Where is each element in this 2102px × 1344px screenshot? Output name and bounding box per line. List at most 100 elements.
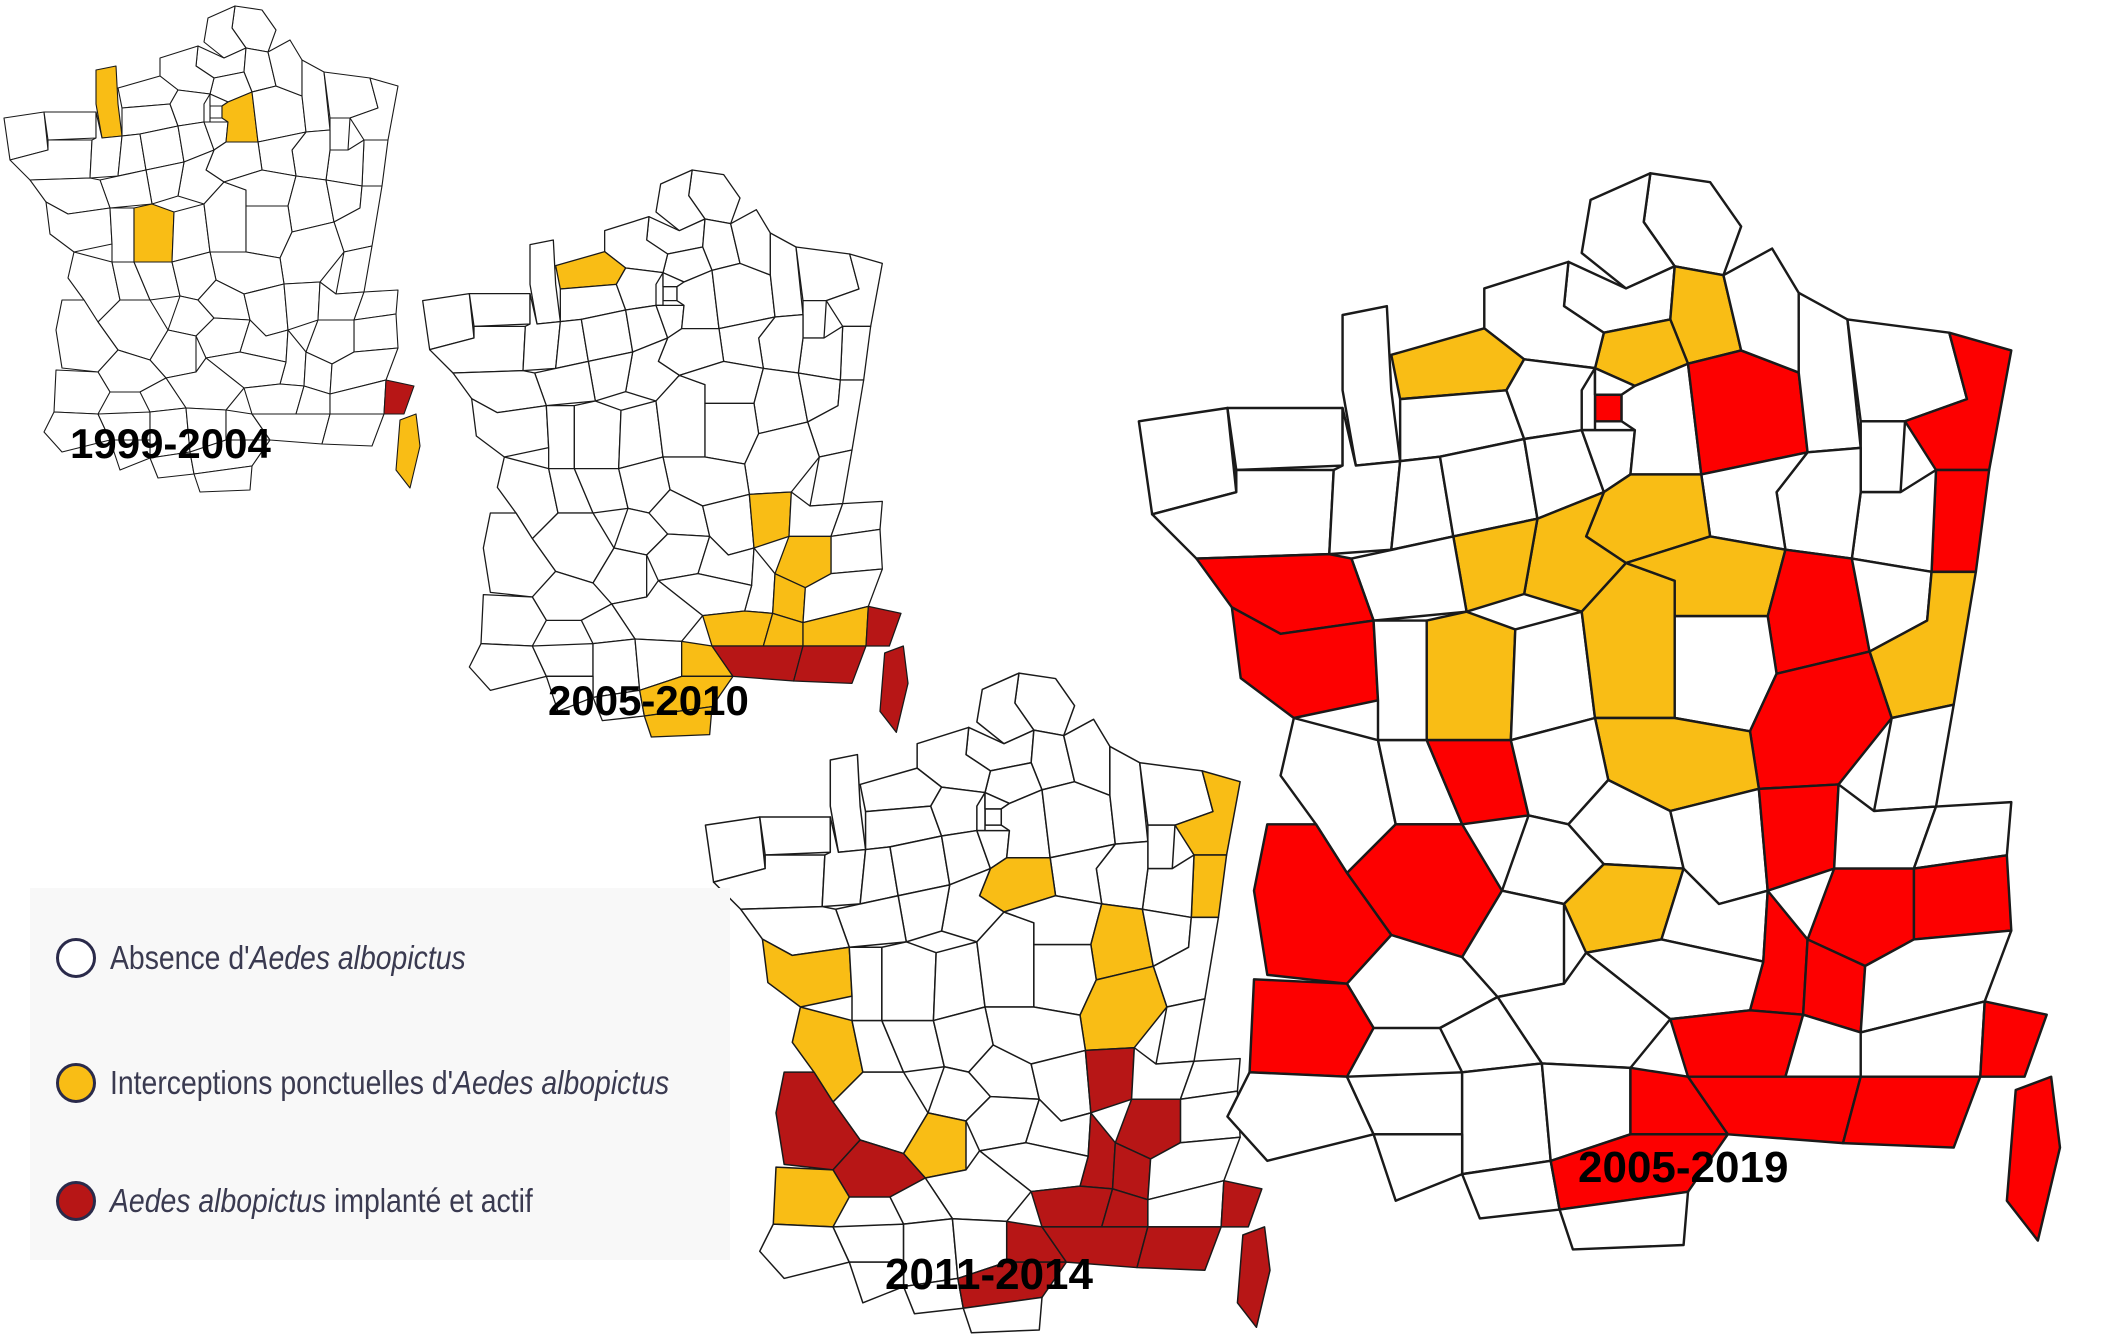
department-ille-et-vilaine (1328, 406, 1402, 556)
department-pyrenees-orientales (1558, 1190, 1690, 1251)
period-label-2011-2014: 2011-2014 (885, 1250, 1093, 1299)
period-label-2005-2010: 2005-2010 (548, 677, 749, 724)
map-svg-1999-2004 (3, 5, 421, 493)
department-deux-sevres (109, 207, 135, 263)
department-loire-atlantique (739, 905, 851, 957)
map-2005-2019 (1130, 160, 2062, 1267)
department-deux-sevres (545, 405, 575, 470)
department-paris (662, 286, 678, 302)
department-ille-et-vilaine (89, 111, 123, 179)
department-cotes-d-armor (1226, 406, 1344, 472)
department-pyrenees-atlantiques (468, 643, 547, 691)
department-landes (772, 1166, 851, 1228)
legend-label-interception: Interceptions ponctuelles d'Aedes albopi… (110, 1064, 670, 1101)
map-svg-2005-2019 (1137, 172, 2062, 1251)
department-aude (639, 675, 734, 717)
department-vienne (573, 400, 622, 470)
department-haut-rhin (839, 325, 872, 381)
department-indre-et-loire (1452, 517, 1539, 613)
map-2011-2014 (700, 665, 1271, 1344)
legend-item-implanted: Aedes albopictus implanté et actif (56, 1173, 602, 1229)
department-corse (2005, 1075, 2062, 1242)
department-gard (1669, 1009, 1805, 1078)
department-paris (1593, 393, 1623, 423)
department-alpes-maritimes (383, 379, 415, 415)
department-gard (243, 383, 305, 415)
period-label-1999-2004: 1999-2004 (70, 420, 271, 467)
legend-swatch-interception (56, 1063, 96, 1103)
department-aude (189, 439, 271, 475)
department-aude (1549, 1133, 1730, 1211)
department-pyrenees-orientales (643, 706, 713, 738)
department-var (1136, 1226, 1222, 1272)
department-pyrenees-orientales (962, 1296, 1043, 1334)
department-alpes-maritimes (1979, 1000, 2048, 1078)
department-indre-et-loire (897, 884, 951, 943)
department-corse (879, 645, 909, 733)
department-aude (957, 1261, 1068, 1310)
department-hautes-pyrenees (1372, 1133, 1464, 1202)
department-var (321, 413, 385, 447)
department-var (1841, 1075, 1982, 1149)
department-vienne (133, 203, 175, 263)
legend: Absence d'Aedes albopictus Interceptions… (30, 888, 730, 1260)
department-pyrenees-atlantiques (43, 411, 111, 453)
legend-item-interception: Interceptions ponctuelles d'Aedes albopi… (56, 1055, 760, 1111)
department-indre-et-loire (587, 351, 634, 402)
department-cotes-d-armor (43, 111, 97, 141)
department-landes (53, 369, 111, 415)
department-rhone (283, 281, 321, 331)
department-loire-atlantique (29, 177, 111, 215)
department-meurthe-et-moselle (329, 117, 351, 151)
department-pyrenees-orientales (193, 465, 253, 493)
department-alpes-maritimes (1220, 1179, 1263, 1228)
department-pyrenees-atlantiques (1226, 1071, 1375, 1163)
department-haut-rhin (1930, 468, 1991, 574)
department-pyrenees-atlantiques (758, 1223, 851, 1280)
department-loire-atlantique (1195, 552, 1375, 636)
legend-label-absence: Absence d'Aedes albopictus (110, 939, 466, 976)
department-alpes-maritimes (865, 605, 902, 647)
department-haute-garonne (1460, 1062, 1552, 1176)
department-deux-sevres (848, 946, 883, 1022)
department-cotes-d-armor (758, 816, 832, 856)
department-ille-et-vilaine (522, 293, 561, 372)
department-vienne (881, 941, 937, 1022)
department-paris (984, 808, 1003, 826)
department-paris (209, 105, 223, 119)
department-meurthe-et-moselle (1859, 420, 1907, 494)
department-haut-rhin (361, 139, 389, 187)
department-landes (1248, 978, 1375, 1078)
department-cotes-d-armor (468, 293, 531, 327)
department-var (793, 645, 867, 684)
department-rhone (748, 491, 792, 549)
department-loire-atlantique (452, 370, 547, 414)
department-corse (1236, 1226, 1271, 1329)
department-rhone (1757, 783, 1840, 892)
department-hautes-alpes (1859, 929, 2013, 1034)
department-indre-et-loire (145, 161, 185, 205)
department-meurthe-et-moselle (802, 300, 827, 339)
legend-swatch-absence (56, 938, 96, 978)
department-gard (1030, 1185, 1114, 1228)
legend-label-implanted: Aedes albopictus implanté et actif (110, 1182, 533, 1219)
department-corse (395, 413, 421, 489)
department-savoie (830, 528, 883, 575)
map-1999-2004 (0, 0, 421, 500)
map-svg-2011-2014 (704, 672, 1271, 1334)
department-landes (480, 594, 547, 647)
department-gard (702, 610, 774, 647)
map-2005-2010 (418, 163, 909, 746)
department-hautes-alpes (1147, 1136, 1241, 1201)
department-ille-et-vilaine (821, 816, 867, 908)
department-vienne (1425, 610, 1517, 742)
department-deux-sevres (1372, 619, 1428, 742)
department-savoie (1912, 854, 2013, 941)
department-rhone (1084, 1046, 1136, 1114)
legend-item-absence: Absence d'Aedes albopictus (56, 930, 524, 986)
department-meuse (1797, 291, 1862, 454)
map-svg-2005-2010 (422, 169, 909, 738)
legend-swatch-implanted (56, 1181, 96, 1221)
department-meuse (769, 232, 804, 318)
department-hautes-alpes (802, 568, 883, 624)
